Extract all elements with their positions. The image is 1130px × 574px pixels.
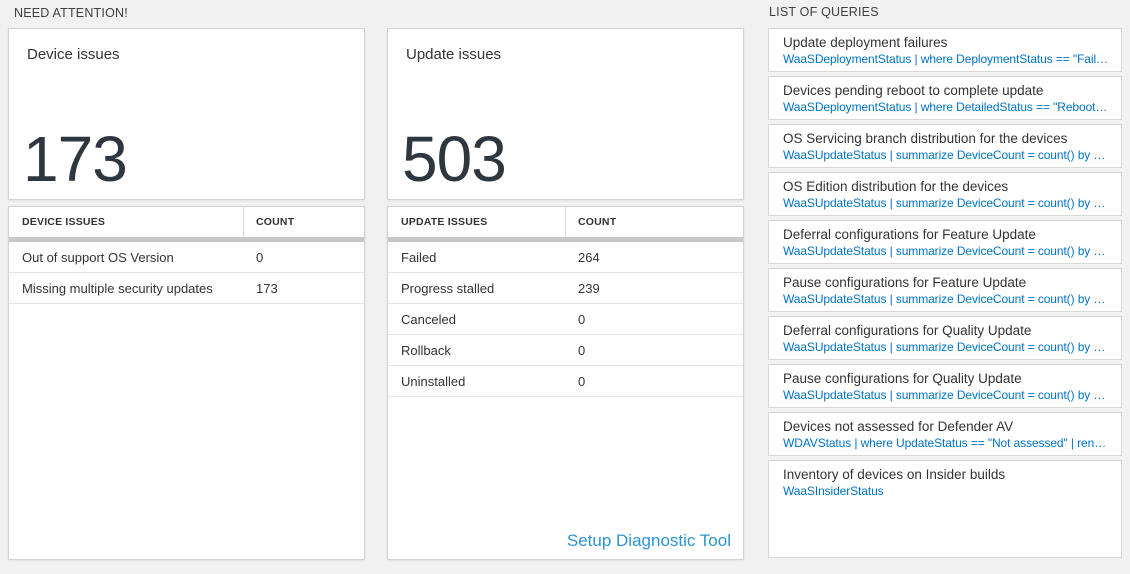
table-row[interactable]: Missing multiple security updates 173 [9,273,364,304]
query-title: OS Servicing branch distribution for the… [783,131,1068,146]
query-item[interactable]: Inventory of devices on Insider builds W… [768,460,1122,558]
query-text: WaaSUpdateStatus | summarize DeviceCount… [783,196,1109,210]
query-text: WaaSInsiderStatus [783,484,884,498]
update-issues-count: 503 [402,123,507,195]
issue-label: Canceled [401,311,456,327]
device-issues-title: Device issues [27,46,120,63]
issue-count: 0 [578,373,586,389]
query-item[interactable]: Devices pending reboot to complete updat… [768,76,1122,120]
table-row[interactable]: Uninstalled 0 [388,366,743,397]
update-issues-title: Update issues [406,46,502,63]
issue-count: 173 [256,280,278,296]
issue-count: 264 [578,249,600,265]
query-title: Devices not assessed for Defender AV [783,419,1014,434]
list-of-queries-panel: Update deployment failures WaaSDeploymen… [768,28,1122,558]
query-item[interactable]: Deferral configurations for Feature Upda… [768,220,1122,264]
query-text: WaaSDeploymentStatus | where DeploymentS… [783,52,1109,66]
query-text: WDAVStatus | where UpdateStatus == "Not … [783,436,1109,450]
issue-label: Failed [401,249,437,265]
query-item[interactable]: Pause configurations for Feature Update … [768,268,1122,312]
update-issues-tile[interactable]: Update issues 503 [387,28,744,200]
query-text: WaaSUpdateStatus | summarize DeviceCount… [783,148,1109,162]
issue-count: 239 [578,280,600,296]
query-item[interactable]: OS Servicing branch distribution for the… [768,124,1122,168]
query-item[interactable]: OS Edition distribution for the devices … [768,172,1122,216]
query-title: Pause configurations for Quality Update [783,371,1022,386]
issue-label: Out of support OS Version [22,249,174,265]
query-item[interactable]: Deferral configurations for Quality Upda… [768,316,1122,360]
update-table-header-issues: UPDATE ISSUES [388,207,566,237]
device-table-header: DEVICE ISSUES COUNT [9,207,364,242]
device-table-header-count: COUNT [256,216,295,228]
update-issues-table-tile: UPDATE ISSUES COUNT Failed 264 Progress … [387,206,744,560]
issue-label: Progress stalled [401,280,495,296]
device-issues-count: 173 [23,123,128,195]
device-table-header-issues: DEVICE ISSUES [9,207,244,237]
need-attention-header: NEED ATTENTION! [14,6,128,20]
query-title: Pause configurations for Feature Update [783,275,1027,290]
setup-diagnostic-tool-link[interactable]: Setup Diagnostic Tool [566,531,731,550]
query-text: WaaSUpdateStatus | summarize DeviceCount… [783,292,1109,306]
query-item[interactable]: Update deployment failures WaaSDeploymen… [768,28,1122,72]
issue-count: 0 [256,249,264,265]
device-issues-table-tile: DEVICE ISSUES COUNT Out of support OS Ve… [8,206,365,560]
update-table-header: UPDATE ISSUES COUNT [388,207,743,242]
table-row[interactable]: Failed 264 [388,242,743,273]
query-text: WaaSDeploymentStatus | where DetailedSta… [783,100,1109,114]
table-row[interactable]: Canceled 0 [388,304,743,335]
table-row[interactable]: Progress stalled 239 [388,273,743,304]
issue-count: 0 [578,311,586,327]
issue-label: Rollback [401,342,451,358]
update-table-header-count: COUNT [578,216,617,228]
query-text: WaaSUpdateStatus | summarize DeviceCount… [783,340,1109,354]
query-title: Devices pending reboot to complete updat… [783,83,1044,98]
query-text: WaaSUpdateStatus | summarize DeviceCount… [783,388,1109,402]
query-item[interactable]: Devices not assessed for Defender AV WDA… [768,412,1122,456]
query-title: OS Edition distribution for the devices [783,179,1009,194]
query-text: WaaSUpdateStatus | summarize DeviceCount… [783,244,1109,258]
query-title: Inventory of devices on Insider builds [783,467,1006,482]
query-title: Deferral configurations for Feature Upda… [783,227,1036,242]
list-of-queries-header: LIST OF QUERIES [769,5,879,19]
table-row[interactable]: Rollback 0 [388,335,743,366]
query-title: Deferral configurations for Quality Upda… [783,323,1032,338]
issue-label: Uninstalled [401,373,466,389]
table-row[interactable]: Out of support OS Version 0 [9,242,364,273]
query-title: Update deployment failures [783,35,948,50]
issue-label: Missing multiple security updates [22,280,213,296]
issue-count: 0 [578,342,586,358]
query-item[interactable]: Pause configurations for Quality Update … [768,364,1122,408]
device-issues-tile[interactable]: Device issues 173 [8,28,365,200]
